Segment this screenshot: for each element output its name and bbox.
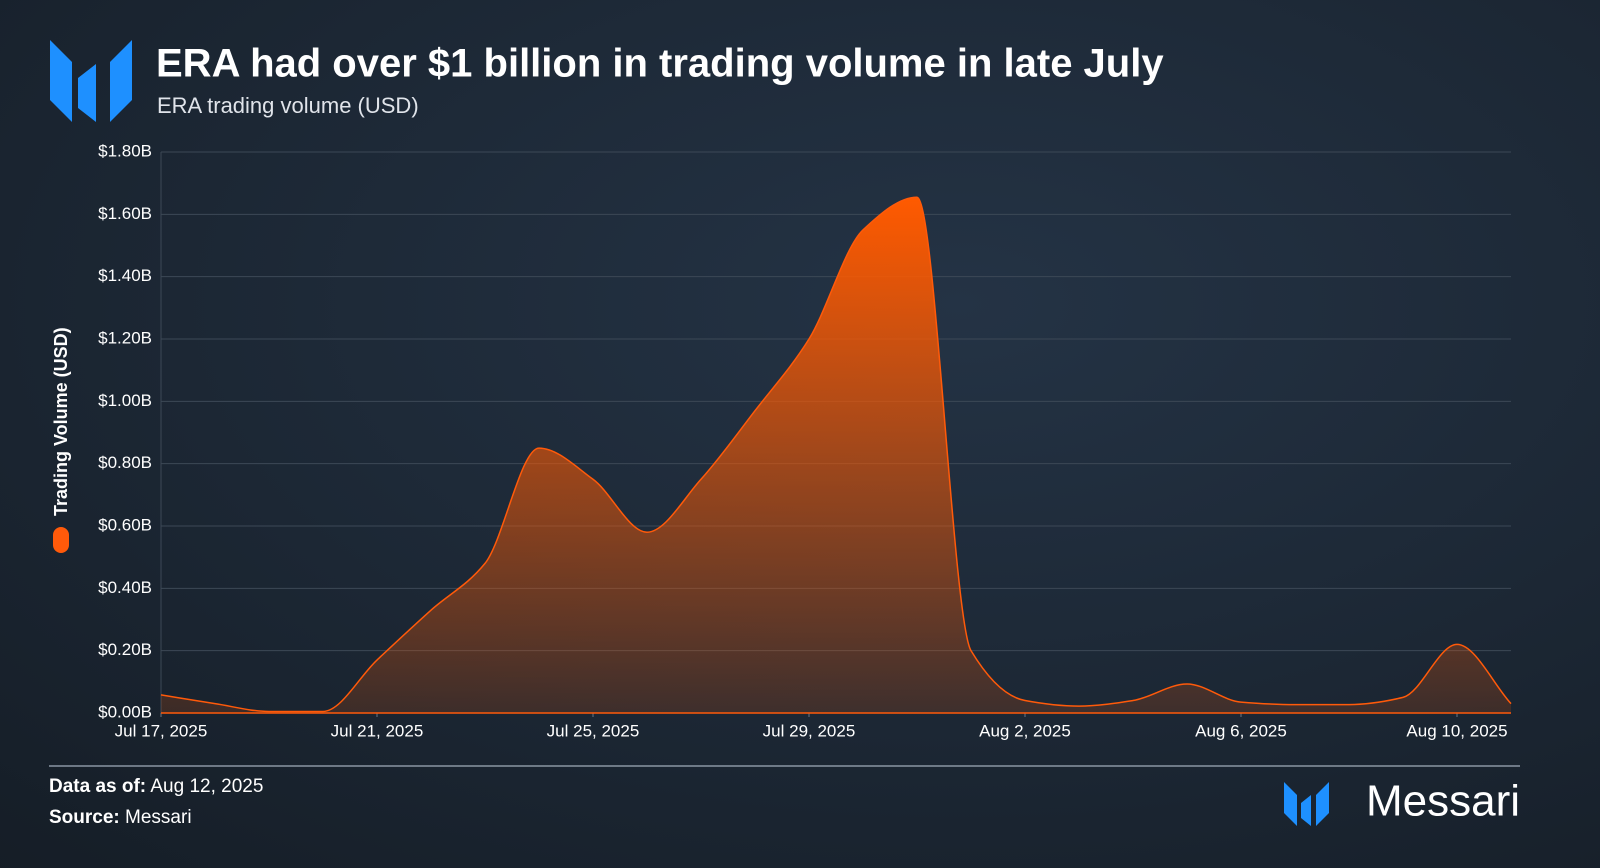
y-tick-label: $1.00B [98,391,152,410]
x-tick-label: Aug 6, 2025 [1195,721,1287,740]
legend-swatch [53,527,69,553]
y-tick-label: $1.60B [98,204,152,223]
y-tick-label: $1.40B [98,266,152,285]
x-tick-label: Jul 25, 2025 [547,721,640,740]
footer-date-value: Aug 12, 2025 [150,776,263,797]
x-tick-label: Jul 29, 2025 [763,721,856,740]
y-tick-label: $1.20B [98,328,152,347]
x-tick-label: Aug 2, 2025 [979,721,1071,740]
footer-source-label: Source: [49,807,120,828]
y-tick-label: $0.00B [98,702,152,721]
logo [50,40,132,122]
y-tick-label: $0.20B [98,640,152,659]
footer-source-value: Messari [125,807,192,828]
plot: $0.00B $0.20B $0.40B $0.60B $0.80B $1.00B $1.2… [98,141,1512,740]
footer-source: Source: Messari [49,807,192,828]
chart-subtitle: ERA trading volume (USD) [157,93,419,118]
x-tick-label: Aug 10, 2025 [1406,721,1507,740]
footer-date-label: Data as of: [49,776,146,797]
y-tick-label: $1.80B [98,141,152,160]
area-line [160,196,1512,713]
area-fill [161,197,1511,714]
chart-title: ERA had over $1 billion in trading volum… [156,42,1164,86]
x-tick-label: Jul 21, 2025 [331,721,424,740]
x-tick-label: Jul 17, 2025 [115,721,208,740]
footer-date: Data as of: Aug 12, 2025 [49,776,263,797]
y-tick-label: $0.60B [98,515,152,534]
brand-logo [1284,782,1329,826]
y-tick-label: $0.40B [98,578,152,597]
y-tick-label: $0.80B [98,453,152,472]
brand-name: Messari [1366,777,1520,826]
legend-label: Trading Volume (USD) [51,327,71,516]
